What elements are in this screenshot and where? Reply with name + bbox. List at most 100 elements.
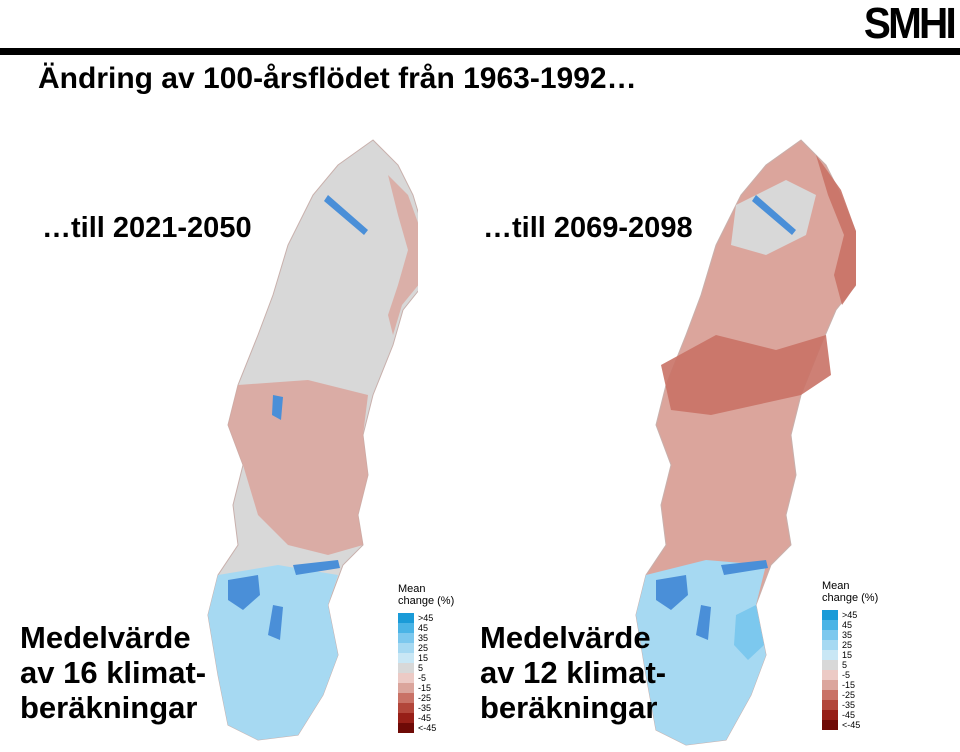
legend-label: 35 [418,633,429,643]
legend-bin: -35 [822,700,878,710]
period-label-left: …till 2021-2050 [42,212,252,244]
legend-swatch [822,650,838,660]
legend-title: Mean change (%) [398,583,455,607]
smhi-logo: SMHI [863,0,957,48]
legend-bin: -35 [398,703,454,713]
legend-bin: 25 [398,643,454,653]
page-title: Ändring av 100-årsflödet från 1963-1992… [38,62,637,95]
caption-left: Medelvärde av 16 klimat- beräkningar [20,620,207,725]
legend-swatch [398,693,414,703]
map-2069-2098 [635,139,856,746]
legend-swatch [398,663,414,673]
legend-bin: 15 [398,653,454,663]
legend-bin: 5 [398,663,454,673]
legend-label: -25 [418,693,432,703]
legend-swatch [398,683,414,693]
legend-label: >45 [842,610,858,620]
legend-swatch [398,623,414,633]
legend-label: -45 [418,713,432,723]
legend-bin: 15 [822,650,878,660]
lake-north [324,195,368,235]
legend-swatch [822,680,838,690]
legend-label: -25 [842,690,856,700]
legend-bin: >45 [822,610,878,620]
legend-label: 5 [418,663,424,673]
legend-label: -45 [842,710,856,720]
legend-bin: 25 [822,640,878,650]
legend-swatch [398,633,414,643]
legend-bin: -5 [822,670,878,680]
legend-bin: 45 [398,623,454,633]
legend-left: Mean change (%) >45 45 35 25 15 5 -5 -15 -25 -35 -4… [398,583,454,733]
legend-bin: <-45 [822,720,878,730]
legend-swatch [398,723,414,733]
legend-swatch [398,673,414,683]
legend-swatch [822,720,838,730]
legend-swatch [822,610,838,620]
legend-right: Mean change (%) >45 45 35 25 15 5 -5 -15 -25 -35 -4… [822,580,878,730]
legend-swatch [822,670,838,680]
legend-title: Mean change (%) [822,580,879,604]
legend-bin: -15 [822,680,878,690]
legend-bin: 35 [398,633,454,643]
legend-swatch [398,643,414,653]
legend-rows: >45 45 35 25 15 5 -5 -15 -25 -35 -45 <-45 [822,610,878,730]
lake-vanern [228,575,260,610]
legend-swatch [398,653,414,663]
legend-swatch [822,620,838,630]
lake-storsjon [272,395,283,420]
legend-label: 15 [842,650,853,660]
header-rule [0,48,960,55]
legend-bin: -25 [398,693,454,703]
legend-bin: -5 [398,673,454,683]
legend-swatch [822,700,838,710]
legend-bin: -45 [398,713,454,723]
legend-label: 45 [418,623,429,633]
legend-label: >45 [418,613,434,623]
legend-swatch [822,640,838,650]
legend-bin: <-45 [398,723,454,733]
legend-label: <-45 [418,723,437,733]
lake-vanern [656,575,688,610]
legend-label: 15 [418,653,429,663]
lake-malaren [721,560,768,575]
legend-swatch [398,713,414,723]
lake-malaren [293,560,340,575]
legend-swatch [822,660,838,670]
legend-label: 5 [842,660,848,670]
legend-label: -5 [418,673,427,683]
legend-rows: >45 45 35 25 15 5 -5 -15 -25 -35 -45 <-45 [398,613,454,733]
decrease-region-central [228,380,368,555]
legend-bin: 35 [822,630,878,640]
legend-bin: -25 [822,690,878,700]
lake-north [752,195,796,235]
strong-decrease-north [816,155,856,305]
caption-right: Medelvärde av 12 klimat- beräkningar [480,620,667,725]
legend-label: -35 [842,700,856,710]
strong-decrease-band [661,335,831,415]
legend-bin: -15 [398,683,454,693]
legend-label: 45 [842,620,853,630]
legend-swatch [398,613,414,623]
increase-region-east [734,605,764,660]
increase-region-south [208,565,338,740]
legend-label: 35 [842,630,853,640]
legend-swatch [822,710,838,720]
period-label-right: …till 2069-2098 [483,212,693,244]
legend-label: -5 [842,670,851,680]
legend-bin: 45 [822,620,878,630]
legend-label: -35 [418,703,432,713]
map-2021-2050 [207,139,418,741]
lake-vattern [268,605,283,640]
legend-bin: >45 [398,613,454,623]
legend-label: -15 [842,680,856,690]
legend-bin: 5 [822,660,878,670]
legend-swatch [398,703,414,713]
lake-vattern [696,605,711,640]
legend-label: <-45 [842,720,861,730]
legend-bin: -45 [822,710,878,720]
legend-label: -15 [418,683,432,693]
legend-swatch [822,690,838,700]
decrease-region-north [388,175,418,335]
legend-label: 25 [842,640,853,650]
